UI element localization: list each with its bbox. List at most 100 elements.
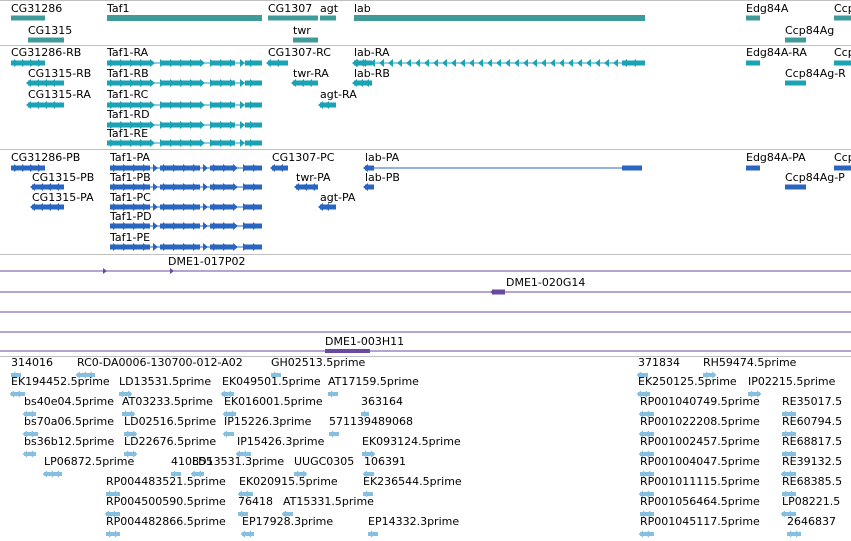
- feature-bar[interactable]: [11, 165, 45, 171]
- strand-arrow-icon: [42, 101, 47, 109]
- feature-label: IP15226.3prime: [224, 415, 312, 428]
- strand-arrow-icon: [50, 101, 55, 109]
- strand-arrow-icon: [233, 183, 238, 191]
- strand-arrow-icon: [113, 222, 118, 230]
- strand-arrow-icon: [253, 203, 258, 211]
- exon-block[interactable]: [210, 244, 235, 250]
- strand-arrow-icon: [237, 490, 242, 498]
- strand-arrow-icon: [712, 371, 717, 379]
- strand-arrow-icon: [631, 59, 636, 67]
- strand-arrow-icon: [505, 59, 510, 67]
- strand-arrow-icon: [213, 243, 218, 251]
- feature-bar[interactable]: [11, 60, 45, 66]
- exon-block[interactable]: [160, 244, 200, 250]
- feature-bar[interactable]: [293, 80, 318, 86]
- strand-arrow-icon: [143, 222, 148, 230]
- strand-arrow-icon: [48, 470, 53, 478]
- feature-bar[interactable]: [638, 373, 648, 377]
- exon-block[interactable]: [107, 102, 150, 108]
- exon-block[interactable]: [210, 184, 235, 190]
- feature-label: RE60794.5: [782, 415, 842, 428]
- strand-arrow-icon: [140, 59, 145, 67]
- exon-block[interactable]: [210, 223, 235, 229]
- feature-bar[interactable]: [785, 37, 806, 43]
- exon-block[interactable]: [160, 184, 200, 190]
- feature-bar[interactable]: [325, 349, 370, 353]
- exon-block[interactable]: [160, 223, 200, 229]
- strand-arrow-icon: [160, 139, 165, 147]
- exon-block[interactable]: [107, 140, 150, 146]
- strand-arrow-icon: [250, 139, 255, 147]
- feature-bar[interactable]: [107, 15, 262, 21]
- feature-bar[interactable]: [492, 289, 505, 295]
- feature-bar[interactable]: [785, 184, 806, 190]
- strand-arrow-icon: [243, 490, 248, 498]
- exon-block[interactable]: [110, 184, 150, 190]
- exon-block[interactable]: [160, 204, 200, 210]
- strand-arrow-icon: [791, 430, 796, 438]
- feature-bar[interactable]: [268, 15, 318, 21]
- strand-arrow-icon: [243, 203, 248, 211]
- feature-bar[interactable]: [283, 512, 293, 516]
- strand-arrow-icon: [243, 183, 248, 191]
- strand-arrow-icon: [54, 470, 59, 478]
- strand-arrow-icon: [109, 490, 114, 498]
- feature-label: RP001002457.5prime: [640, 435, 760, 448]
- strand-arrow-icon: [644, 490, 649, 498]
- feature-bar[interactable]: [365, 184, 374, 190]
- feature-bar[interactable]: [11, 15, 45, 21]
- strand-arrow-icon: [638, 530, 643, 538]
- strand-arrow-icon: [163, 164, 168, 172]
- feature-bar[interactable]: [28, 37, 64, 43]
- strand-arrow-icon: [163, 222, 168, 230]
- feature-label: Edg84A: [746, 2, 789, 15]
- strand-arrow-icon: [213, 203, 218, 211]
- strand-arrow-icon: [163, 243, 168, 251]
- exon-block[interactable]: [210, 204, 235, 210]
- exon-block[interactable]: [210, 165, 235, 171]
- exon-block[interactable]: [107, 80, 150, 86]
- strand-arrow-icon: [370, 59, 375, 67]
- exon-block[interactable]: [160, 165, 200, 171]
- exon-block[interactable]: [110, 204, 150, 210]
- strand-arrow-icon: [46, 183, 51, 191]
- feature-label: AT03233.5prime: [122, 395, 213, 408]
- strand-arrow-icon: [127, 450, 132, 458]
- strand-arrow-icon: [133, 222, 138, 230]
- feature-bar[interactable]: [320, 15, 336, 21]
- strand-arrow-icon: [153, 222, 158, 230]
- strand-arrow-icon: [649, 470, 654, 478]
- feature-bar[interactable]: [746, 165, 760, 171]
- exon-block[interactable]: [107, 60, 150, 66]
- feature-bar[interactable]: [834, 165, 851, 171]
- feature-bar[interactable]: [785, 80, 806, 86]
- feature-bar[interactable]: [834, 15, 851, 21]
- feature-label: AT15331.5prime: [283, 495, 374, 508]
- feature-bar[interactable]: [364, 472, 374, 476]
- feature-bar[interactable]: [293, 37, 318, 43]
- strand-arrow-icon: [150, 121, 155, 129]
- feature-bar[interactable]: [834, 60, 851, 66]
- exon-block[interactable]: [622, 165, 642, 171]
- strand-arrow-icon: [203, 203, 208, 211]
- feature-bar[interactable]: [746, 60, 760, 66]
- exon-block[interactable]: [110, 223, 150, 229]
- strand-arrow-icon: [210, 59, 215, 67]
- strand-arrow-icon: [233, 222, 238, 230]
- strand-arrow-icon: [240, 121, 245, 129]
- exon-block[interactable]: [107, 122, 150, 128]
- feature-bar[interactable]: [224, 432, 234, 436]
- feature-label: LP08221.5: [782, 495, 840, 508]
- strand-arrow-icon: [790, 530, 795, 538]
- feature-label: RP001045117.5prime: [640, 515, 760, 528]
- exon-block[interactable]: [365, 165, 374, 171]
- feature-bar[interactable]: [354, 15, 645, 21]
- strand-arrow-icon: [193, 222, 198, 230]
- strand-arrow-icon: [26, 79, 31, 87]
- feature-bar[interactable]: [746, 15, 760, 21]
- exon-block[interactable]: [110, 244, 150, 250]
- strand-arrow-icon: [173, 243, 178, 251]
- exon-block[interactable]: [110, 165, 150, 171]
